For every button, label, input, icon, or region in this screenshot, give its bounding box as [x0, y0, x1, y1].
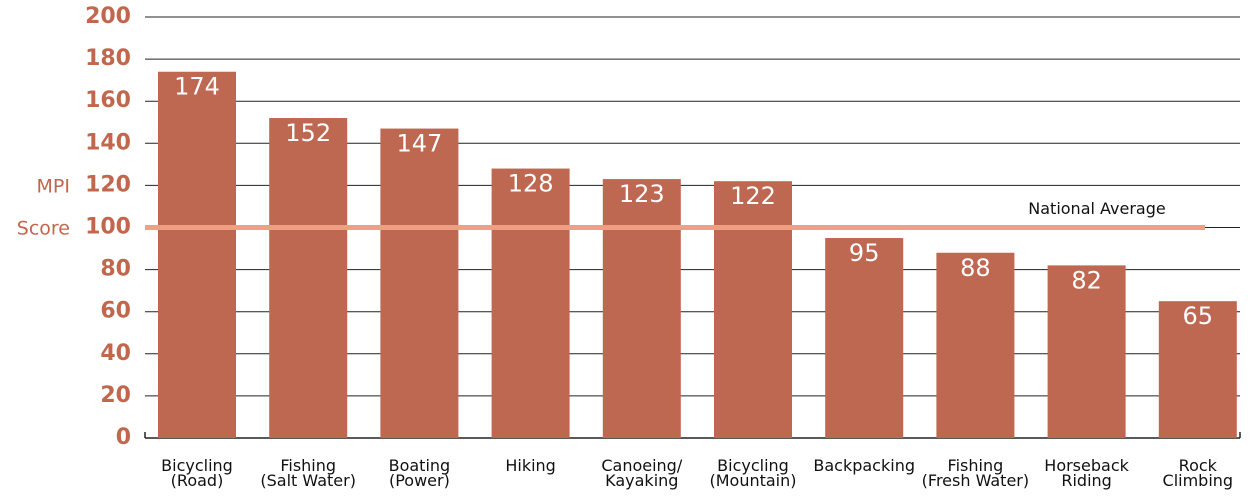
y-tick-label: 200	[85, 4, 131, 29]
y-axis-label: MPI	[37, 176, 70, 198]
y-tick-label: 120	[85, 172, 131, 197]
value-label: 95	[849, 239, 880, 267]
x-tick-label: Boating (Power)	[388, 456, 451, 490]
x-tick-label: Bicycling (Road)	[161, 456, 233, 490]
y-tick-label: 20	[100, 383, 131, 408]
y-tick-label: 100	[85, 215, 131, 240]
value-label: 152	[285, 119, 331, 147]
value-label: 128	[508, 170, 554, 198]
bar	[1047, 265, 1126, 438]
x-tick-label: Bicycling (Mountain)	[709, 456, 797, 490]
bar	[491, 168, 570, 438]
y-tick-label: 80	[100, 257, 131, 282]
y-tick-label: 60	[100, 299, 131, 324]
value-label: 88	[960, 254, 991, 282]
reference-label: National Average	[1028, 199, 1165, 218]
x-tick-label: Rock Climbing	[1162, 456, 1234, 490]
x-tick-label: Fishing (Salt Water)	[260, 456, 356, 490]
y-tick-label: 160	[85, 88, 131, 113]
x-tick-label: Backpacking	[813, 456, 915, 475]
x-tick-label: Fishing (Fresh Water)	[921, 456, 1030, 490]
x-tick-label: Horseback Riding	[1044, 456, 1129, 490]
x-tick-label: Canoeing/ Kayaking	[601, 456, 683, 490]
value-label: 174	[174, 73, 220, 101]
bar	[714, 181, 792, 438]
y-tick-label: 40	[100, 341, 131, 366]
bar	[936, 252, 1015, 438]
bar	[1158, 301, 1237, 438]
y-tick-label: 0	[116, 425, 131, 450]
x-tick-label: Hiking	[505, 456, 556, 475]
value-label: 122	[730, 182, 776, 210]
value-label: 82	[1071, 266, 1102, 294]
value-label: 65	[1183, 302, 1214, 330]
bar	[602, 179, 681, 438]
y-axis-label: Score	[17, 218, 70, 240]
y-tick-label: 140	[85, 130, 131, 155]
bar	[825, 238, 904, 438]
value-label: 147	[396, 130, 442, 158]
y-tick-label: 180	[85, 46, 131, 71]
bar	[380, 128, 459, 438]
bar	[269, 118, 348, 438]
bar	[158, 71, 236, 438]
value-label: 123	[619, 180, 665, 208]
